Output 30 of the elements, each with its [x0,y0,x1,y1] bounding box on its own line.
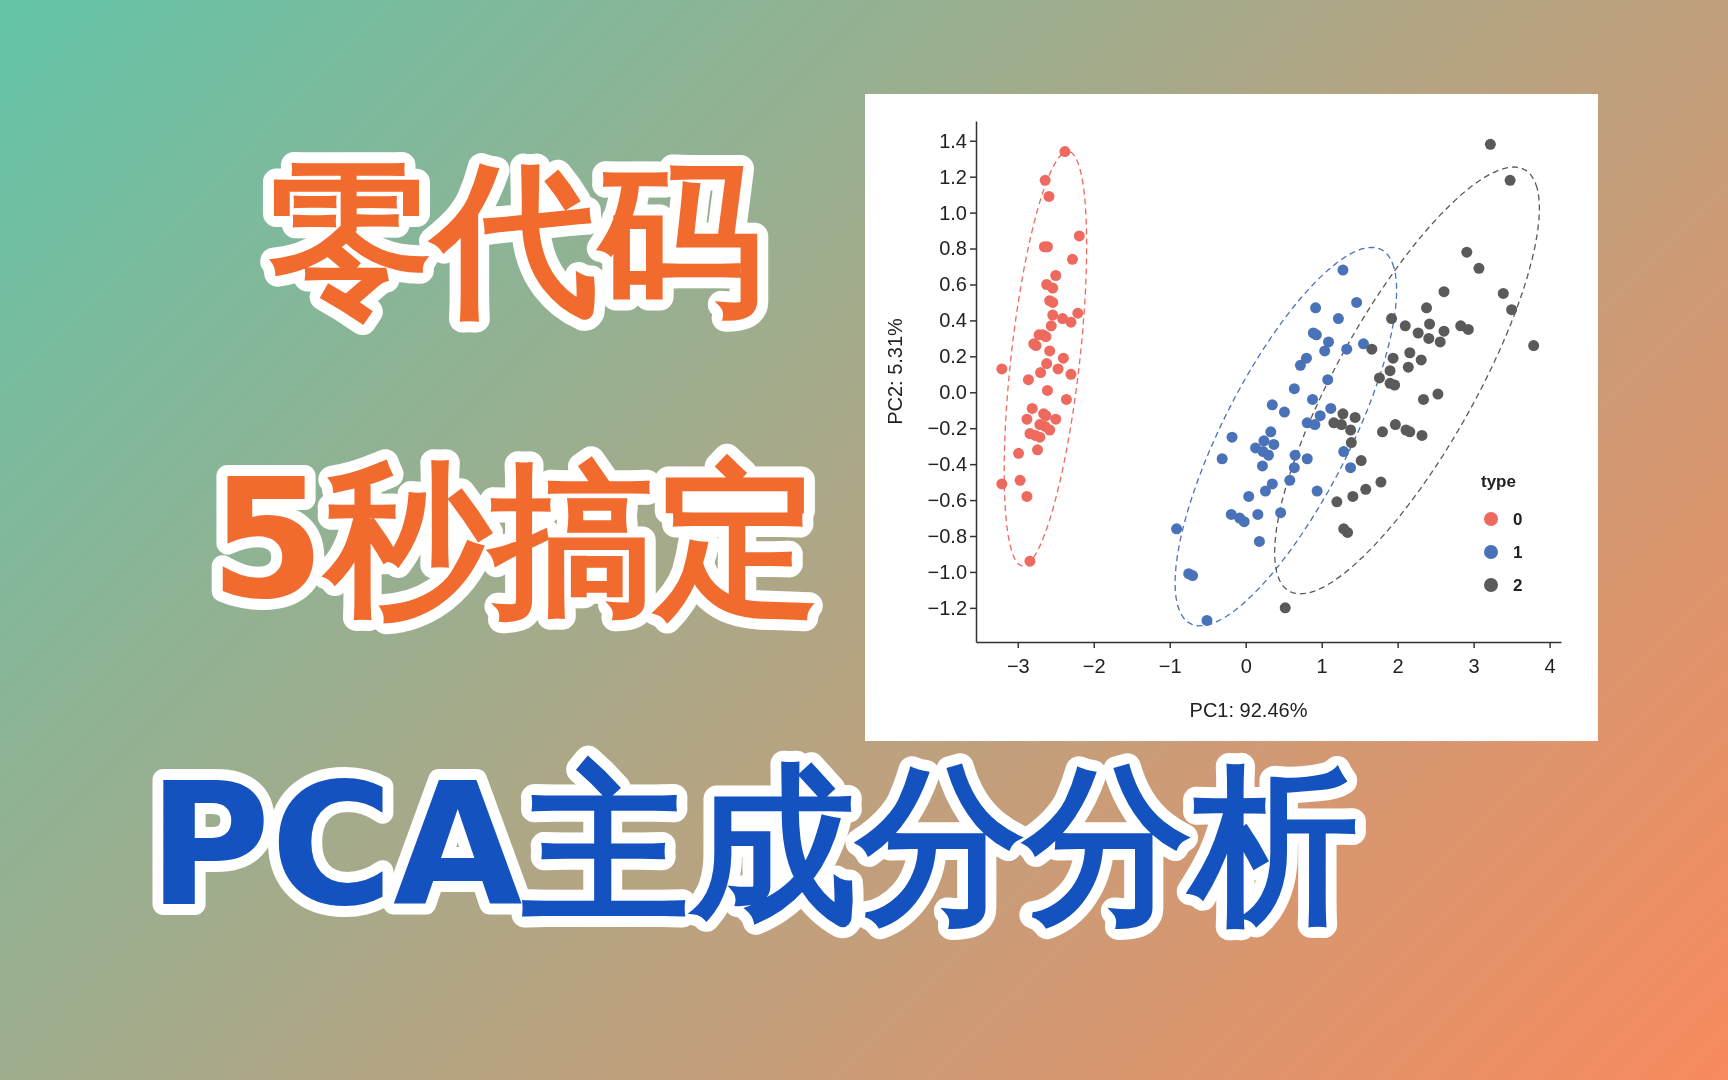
y-axis-title: PC2: 5.31% [884,317,906,425]
legend-label: 0 [1513,509,1523,529]
legend-label: 1 [1513,542,1523,562]
x-tick-label: −3 [1006,655,1030,677]
x-tick-label: 4 [1544,655,1556,677]
text: 零代码 5秒搞定 [210,144,820,636]
y-tick-label: −0.8 [927,524,967,547]
y-tick-label: −0.2 [927,417,967,440]
y-tick-label: 1.2 [939,165,967,188]
y-tick-label: −1.2 [927,596,967,619]
x-tick-label: 0 [1240,655,1252,677]
legend-title: type [1481,472,1516,491]
y-tick-label: −0.6 [927,488,967,511]
legend-label: 2 [1513,575,1523,595]
x-tick-label: 3 [1468,655,1480,677]
y-tick-label: 0.2 [939,345,967,368]
y-tick-label: 0.0 [939,381,967,404]
y-tick-label: 0.4 [939,309,967,332]
y-tick-label: 1.4 [939,129,967,152]
x-tick-label: −2 [1082,655,1106,677]
text: PCA主成分分析 [148,746,1379,944]
x-tick-label: 2 [1392,655,1404,677]
x-axis-title: PC1: 92.46% [1189,699,1308,721]
y-tick-label: −0.4 [927,453,967,476]
y-tick-label: 0.8 [939,237,967,260]
x-tick-label: 1 [1316,655,1328,677]
y-tick-label: 1.0 [939,201,967,224]
x-tick-label: −1 [1158,655,1182,677]
y-tick-label: −1.0 [927,560,967,583]
y-tick-label: 0.6 [939,273,967,296]
